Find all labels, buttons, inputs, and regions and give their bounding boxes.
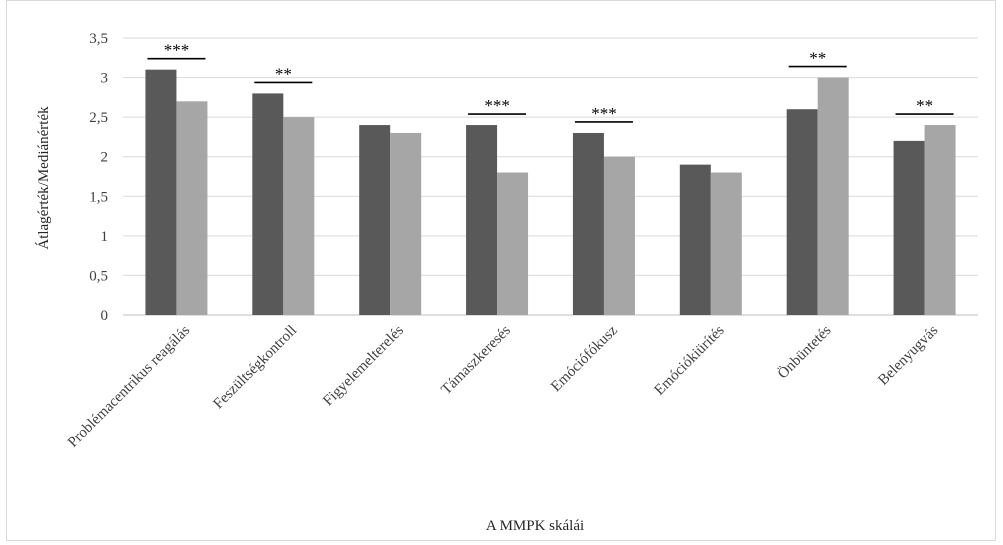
bar-series-1-1 <box>252 93 284 316</box>
bar-series-1-5 <box>679 164 711 315</box>
bar-series-1-6 <box>786 109 818 315</box>
y-tick-label: 1 <box>101 229 109 245</box>
y-tick-label: 0,5 <box>89 268 108 284</box>
significance-label-4: *** <box>591 104 617 123</box>
significance-label-1: ** <box>275 64 292 83</box>
significance-label-3: *** <box>484 96 510 115</box>
category-label-6: Önbüntetés <box>774 322 834 382</box>
category-label-7: Belenyugvás <box>875 322 941 388</box>
y-tick-label: 3,5 <box>89 31 108 47</box>
bar-series-1-0 <box>145 69 177 316</box>
category-label-4: Emóciófókusz <box>548 322 621 395</box>
bar-series-2-0 <box>176 101 208 315</box>
y-tick-label: 0 <box>101 308 109 324</box>
x-axis-title: A MMPK skálái <box>486 518 584 534</box>
bar-series-1-7 <box>893 140 925 315</box>
bar-series-2-7 <box>924 125 956 315</box>
bar-series-1-3 <box>466 125 498 315</box>
y-tick-label: 1,5 <box>89 189 108 205</box>
bar-series-2-1 <box>283 117 315 316</box>
y-tick-label: 2 <box>101 150 109 166</box>
category-label-5: Emóciókiürítés <box>652 322 728 398</box>
bar-series-1-2 <box>359 125 391 315</box>
category-label-2: Figyelemelterelés <box>320 322 407 409</box>
bar-series-2-6 <box>817 77 849 315</box>
significance-label-6: ** <box>809 49 826 68</box>
bar-series-1-4 <box>572 132 604 315</box>
y-tick-label: 3 <box>101 71 109 87</box>
y-axis-title: Átlagérték/Mediánérték <box>35 106 52 250</box>
bar-series-2-2 <box>390 132 422 315</box>
bar-series-2-5 <box>710 172 742 315</box>
significance-label-0: *** <box>164 41 190 60</box>
category-label-1: Feszültségkontroll <box>210 323 300 413</box>
category-label-3: Támaszkeresés <box>438 322 514 398</box>
significance-label-7: ** <box>916 96 933 115</box>
category-label-0: Problémacentrikus reagálás <box>65 322 193 450</box>
bar-series-2-3 <box>497 172 529 315</box>
y-tick-label: 2,5 <box>89 110 108 126</box>
bar-series-2-4 <box>603 156 635 315</box>
